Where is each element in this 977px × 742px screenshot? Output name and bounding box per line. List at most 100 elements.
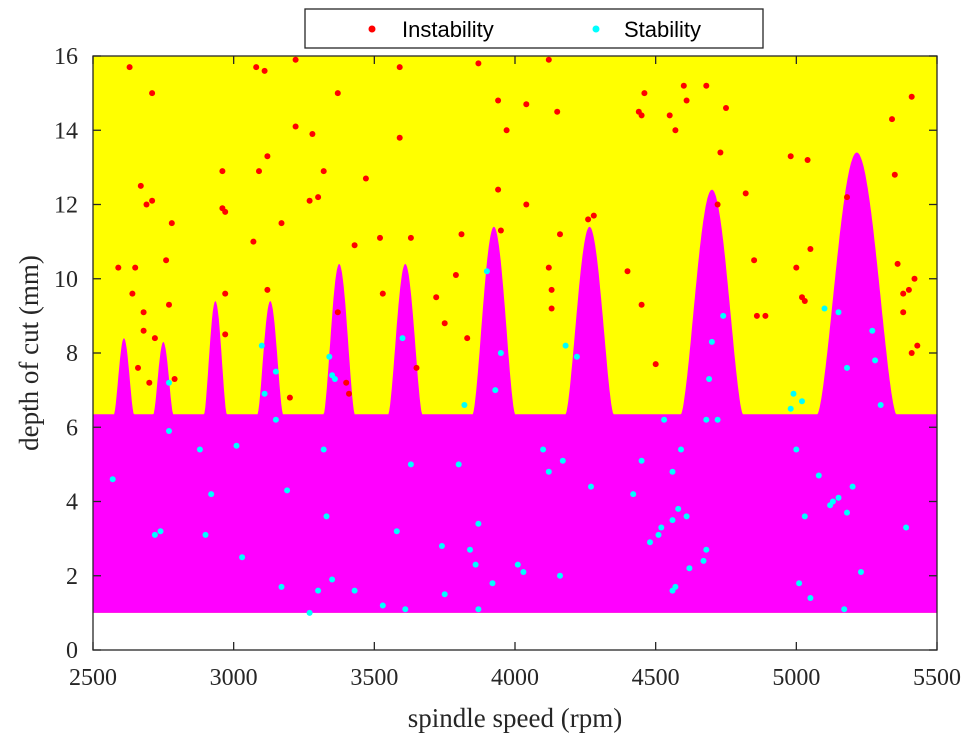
stability-point bbox=[329, 576, 336, 583]
instability-point bbox=[306, 197, 313, 204]
stability-point bbox=[869, 327, 876, 334]
stability-point bbox=[151, 531, 158, 538]
instability-point bbox=[256, 168, 262, 175]
stability-point bbox=[379, 602, 386, 609]
legend-label-instability: Instability bbox=[402, 17, 494, 42]
stability-point bbox=[714, 416, 721, 423]
stability-point bbox=[489, 580, 496, 587]
instability-point bbox=[264, 286, 271, 293]
stability-point bbox=[441, 591, 448, 598]
instability-point bbox=[638, 301, 645, 308]
stability-point bbox=[683, 513, 690, 520]
instability-point bbox=[894, 260, 901, 267]
instability-point bbox=[126, 64, 133, 71]
instability-point bbox=[590, 212, 597, 219]
stability-point bbox=[545, 468, 552, 475]
tick-labels: 2500 3000 3500 4000 4500 5000 5500 0 2 4 6 8 10 12 14 1… bbox=[54, 44, 961, 691]
stability-point bbox=[669, 517, 676, 524]
stability-point bbox=[393, 528, 400, 535]
instability-point bbox=[503, 127, 510, 134]
stability-point bbox=[686, 565, 693, 572]
x-tick-label: 3500 bbox=[350, 665, 398, 691]
legend-box bbox=[304, 8, 764, 49]
stability-point bbox=[630, 491, 637, 498]
instability-point bbox=[278, 220, 285, 227]
instability-point bbox=[292, 56, 299, 63]
stability-point bbox=[872, 357, 879, 364]
instability-point bbox=[132, 264, 139, 271]
stability-point bbox=[306, 609, 313, 616]
legend: Instability Stability bbox=[304, 8, 764, 49]
instability-point bbox=[914, 342, 921, 349]
stability-point bbox=[801, 513, 808, 520]
instability-point bbox=[801, 298, 808, 304]
x-tick-label: 5000 bbox=[772, 665, 820, 691]
legend-label-stability: Stability bbox=[624, 17, 701, 42]
x-tick-label: 4500 bbox=[632, 665, 680, 691]
stability-point bbox=[455, 461, 462, 468]
stability-point bbox=[514, 561, 521, 568]
x-tick-label: 4000 bbox=[491, 665, 539, 691]
instability-point bbox=[407, 234, 414, 241]
stability-point bbox=[497, 350, 504, 356]
instability-point bbox=[222, 208, 229, 215]
instability-point bbox=[320, 168, 327, 175]
plot-area bbox=[93, 56, 937, 613]
instability-point bbox=[149, 90, 156, 97]
instability-point bbox=[742, 190, 749, 197]
stability-point bbox=[278, 583, 285, 590]
stability-point bbox=[835, 309, 842, 316]
instability-point bbox=[413, 364, 420, 371]
instability-point bbox=[379, 290, 386, 297]
stability-point bbox=[258, 342, 265, 349]
x-tick-label: 3000 bbox=[210, 665, 258, 691]
instability-point bbox=[334, 90, 341, 97]
instability-point bbox=[396, 134, 403, 141]
stability-point bbox=[807, 595, 814, 601]
instability-point bbox=[286, 394, 293, 401]
instability-point bbox=[911, 275, 918, 282]
stability-point bbox=[520, 569, 527, 575]
stability-point bbox=[202, 531, 209, 538]
instability-point bbox=[638, 112, 645, 119]
instability-point bbox=[261, 67, 268, 74]
stability-point bbox=[109, 476, 116, 483]
stability-point bbox=[326, 353, 333, 360]
instability-point bbox=[548, 286, 555, 293]
instability-point bbox=[171, 376, 178, 382]
instability-point bbox=[908, 350, 915, 356]
instability-point bbox=[362, 175, 369, 182]
instability-point bbox=[129, 290, 136, 297]
stability-point bbox=[402, 606, 409, 613]
legend-marker-instability bbox=[368, 25, 376, 33]
instability-point bbox=[140, 309, 147, 316]
stability-point bbox=[233, 442, 240, 449]
stability-point bbox=[461, 402, 468, 408]
stability-point bbox=[829, 498, 836, 505]
instability-point bbox=[253, 64, 260, 71]
legend-marker-stability bbox=[592, 25, 600, 33]
stability-point bbox=[166, 428, 172, 434]
stability-point bbox=[703, 546, 710, 553]
instability-point bbox=[458, 231, 465, 238]
y-tick-label: 0 bbox=[66, 638, 78, 664]
instability-point bbox=[351, 242, 358, 249]
x-axis-label: spindle speed (rpm) bbox=[408, 703, 622, 733]
instability-point bbox=[222, 331, 229, 338]
axis-ticks bbox=[92, 55, 938, 651]
y-tick-label: 10 bbox=[54, 267, 78, 293]
instability-point bbox=[497, 227, 504, 234]
stability-point bbox=[320, 446, 327, 453]
stability-point bbox=[557, 572, 563, 579]
stability-point bbox=[877, 402, 884, 408]
stability-point bbox=[655, 531, 662, 538]
instability-point bbox=[143, 201, 150, 208]
instability-point bbox=[140, 327, 147, 334]
stability-point bbox=[815, 472, 822, 479]
stability-point bbox=[483, 268, 490, 275]
instability-point bbox=[315, 194, 322, 201]
instability-point bbox=[523, 101, 530, 108]
instability-point bbox=[495, 97, 502, 104]
instability-point bbox=[346, 390, 352, 397]
